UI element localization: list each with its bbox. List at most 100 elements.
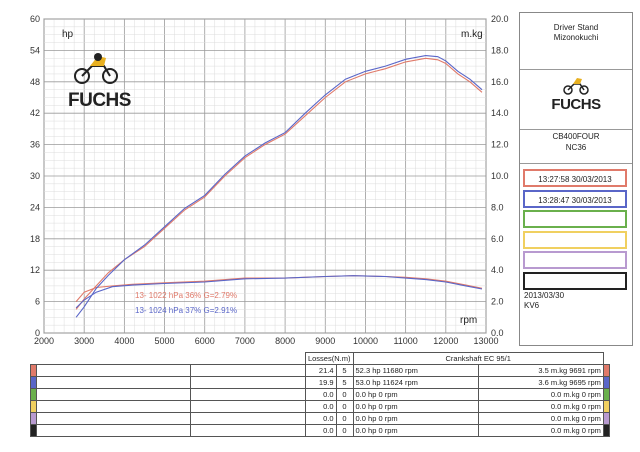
row-blank-cell: [190, 388, 306, 401]
row-blank-cell: [190, 424, 306, 437]
row-loss-value: 0.0: [304, 424, 337, 437]
row-blank-cell: [190, 364, 306, 377]
x-tick-label: 12000: [433, 336, 458, 346]
x-tick-label: 2000: [34, 336, 54, 346]
row-max-torque: 0.0 m.kg 0 rpm: [477, 388, 604, 401]
power-curve-run-2: [75, 55, 483, 318]
y-left-tick-label: 48: [30, 77, 40, 87]
y-left-tick-label: 42: [30, 108, 40, 118]
x-tick-label: 4000: [114, 336, 134, 346]
x-tick-labels: 2000 3000 4000 5000 6000 7000 8000 9000 10000 110…: [34, 336, 499, 346]
test-date: 2013/03/30: [524, 291, 565, 300]
x-axis-label: rpm: [460, 315, 477, 326]
row-color-swatch: [602, 376, 611, 389]
stand-box: Driver Stand Mizonokuchi: [520, 13, 632, 70]
x-tick-label: 11000: [393, 336, 417, 346]
x-tick-label: 8000: [275, 336, 295, 346]
panel-brand-name: FUCHS: [551, 96, 601, 113]
brand-name: FUCHS: [68, 90, 131, 111]
x-tick-label: 7000: [235, 336, 255, 346]
row-blank-cell: [35, 412, 192, 425]
y-left-tick-label: 18: [30, 234, 40, 244]
run-entry: [523, 271, 627, 290]
row-count-value: 0: [335, 424, 354, 437]
table-row: 19.9 5 53.0 hp 11624 rpm 3.6 m.kg 9695 rpm: [30, 376, 611, 389]
y-right-tick-label: 8.0: [491, 202, 504, 212]
row-blank-cell: [190, 376, 306, 389]
y-right-tick-label: 4.0: [491, 265, 504, 275]
row-blank-cell: [190, 412, 306, 425]
row-loss-value: 0.0: [304, 412, 337, 425]
y-left-tick-label: 36: [30, 140, 40, 150]
model-box: CB400FOUR NC36: [520, 129, 632, 164]
row-max-torque: 3.6 m.kg 9695 rpm: [477, 376, 604, 389]
run-entry: 13:27:58 30/03/2013: [523, 169, 627, 187]
y-right-tick-labels: 0.0 2.0 4.0 6.0 8.0 10.0 12.0 14.0 16.0 18.0 20.0: [491, 14, 509, 338]
table-row: 0.0 0 0.0 hp 0 rpm 0.0 m.kg 0 rpm: [30, 388, 611, 401]
test-code: KV6: [524, 301, 540, 310]
row-count-value: 5: [335, 364, 354, 377]
x-tick-label: 3000: [74, 336, 94, 346]
row-color-swatch: [602, 364, 611, 377]
row-max-power: 0.0 hp 0 rpm: [352, 400, 479, 413]
y-right-tick-label: 0.0: [491, 328, 504, 338]
y-right-tick-label: 14.0: [491, 108, 509, 118]
row-count-value: 0: [335, 388, 354, 401]
row-blank-cell: [35, 424, 192, 437]
y-right-tick-label: 2.0: [491, 297, 504, 307]
row-blank-cell: [35, 400, 192, 413]
row-max-torque: 0.0 m.kg 0 rpm: [477, 400, 604, 413]
stand-line-1: Driver Stand: [553, 23, 599, 32]
x-tick-label: 13000: [473, 336, 498, 346]
run-entry: [523, 230, 627, 249]
y-left-tick-label: 0: [35, 328, 40, 338]
run-entry: [523, 210, 627, 228]
row-max-power: 0.0 hp 0 rpm: [352, 424, 479, 437]
run-entry: 13:28:47 30/03/2013: [523, 189, 627, 208]
annotation-run-2: 13- 1024 hPa 37% G=2.91%: [135, 306, 237, 315]
chart-grid: [43, 18, 487, 334]
model-line-1: CB400FOUR: [552, 132, 600, 141]
stand-line-2: Mizonokuchi: [553, 33, 599, 42]
y-left-tick-label: 6: [35, 297, 40, 307]
row-count-value: 5: [335, 376, 354, 389]
x-tick-label: 6000: [195, 336, 215, 346]
row-loss-value: 21.4: [304, 364, 337, 377]
y-right-tick-label: 6.0: [491, 234, 504, 244]
row-color-swatch: [602, 388, 611, 401]
y-right-tick-label: 12.0: [491, 140, 509, 150]
table-row: 0.0 0 0.0 hp 0 rpm 0.0 m.kg 0 rpm: [30, 412, 611, 425]
row-loss-value: 19.9: [304, 376, 337, 389]
brand-logo: FUCHS: [68, 50, 131, 111]
row-loss-value: 0.0: [304, 400, 337, 413]
info-panel: Driver Stand Mizonokuchi FUCHS CB400FOUR…: [519, 12, 633, 346]
row-color-swatch: [602, 412, 611, 425]
y-right-tick-label: 20.0: [491, 14, 509, 24]
motorcycle-icon: [563, 78, 589, 95]
losses-header: Losses(N.m): [304, 352, 354, 365]
row-max-torque: 0.0 m.kg 0 rpm: [477, 412, 604, 425]
row-count-value: 0: [335, 400, 354, 413]
y-left-label: hp: [62, 29, 74, 40]
x-tick-label: 5000: [155, 336, 175, 346]
x-tick-label: 9000: [315, 336, 335, 346]
row-blank-cell: [35, 388, 192, 401]
annotation-run-1: 13- 1022 hPa 36% G=2.79%: [135, 291, 237, 300]
row-max-torque: 0.0 m.kg 0 rpm: [477, 424, 604, 437]
model-line-2: NC36: [565, 143, 587, 152]
row-max-power: 52.3 hp 11680 rpm: [352, 364, 479, 377]
motorcycle-icon: [74, 53, 118, 84]
y-right-tick-label: 16.0: [491, 77, 509, 87]
row-max-power: 0.0 hp 0 rpm: [352, 412, 479, 425]
panel-footer: 2013/03/30 KV6: [524, 291, 564, 311]
y-right-tick-label: 10.0: [491, 171, 509, 181]
y-left-tick-label: 54: [30, 45, 40, 55]
row-color-swatch: [602, 400, 611, 413]
y-left-tick-label: 60: [30, 14, 40, 24]
table-row: 21.4 5 52.3 hp 11680 rpm 3.5 m.kg 9691 rpm: [30, 364, 611, 377]
panel-logo: FUCHS: [520, 69, 632, 130]
y-left-tick-labels: 0 6 12 18 24 30 36 42 48 54 60: [30, 14, 40, 338]
y-left-tick-label: 12: [30, 265, 40, 275]
torque-curve-run-2: [75, 275, 483, 309]
row-blank-cell: [35, 364, 192, 377]
